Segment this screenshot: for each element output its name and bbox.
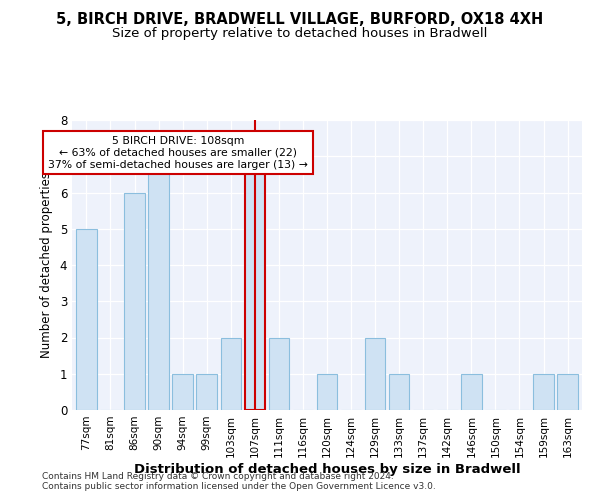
Text: 5 BIRCH DRIVE: 108sqm
← 63% of detached houses are smaller (22)
37% of semi-deta: 5 BIRCH DRIVE: 108sqm ← 63% of detached … bbox=[48, 136, 308, 170]
Bar bbox=[221, 338, 241, 410]
Bar bbox=[172, 374, 193, 410]
Bar bbox=[245, 156, 265, 410]
Bar bbox=[124, 192, 145, 410]
Bar bbox=[196, 374, 217, 410]
Text: Size of property relative to detached houses in Bradwell: Size of property relative to detached ho… bbox=[112, 28, 488, 40]
Text: 5, BIRCH DRIVE, BRADWELL VILLAGE, BURFORD, OX18 4XH: 5, BIRCH DRIVE, BRADWELL VILLAGE, BURFOR… bbox=[56, 12, 544, 28]
Bar bbox=[317, 374, 337, 410]
Bar bbox=[389, 374, 409, 410]
Bar bbox=[461, 374, 482, 410]
Y-axis label: Number of detached properties: Number of detached properties bbox=[40, 172, 53, 358]
Bar bbox=[533, 374, 554, 410]
Bar bbox=[365, 338, 385, 410]
X-axis label: Distribution of detached houses by size in Bradwell: Distribution of detached houses by size … bbox=[134, 462, 520, 475]
Text: Contains public sector information licensed under the Open Government Licence v3: Contains public sector information licen… bbox=[42, 482, 436, 491]
Bar bbox=[269, 338, 289, 410]
Bar bbox=[557, 374, 578, 410]
Bar bbox=[76, 229, 97, 410]
Text: Contains HM Land Registry data © Crown copyright and database right 2024.: Contains HM Land Registry data © Crown c… bbox=[42, 472, 394, 481]
Bar bbox=[148, 156, 169, 410]
